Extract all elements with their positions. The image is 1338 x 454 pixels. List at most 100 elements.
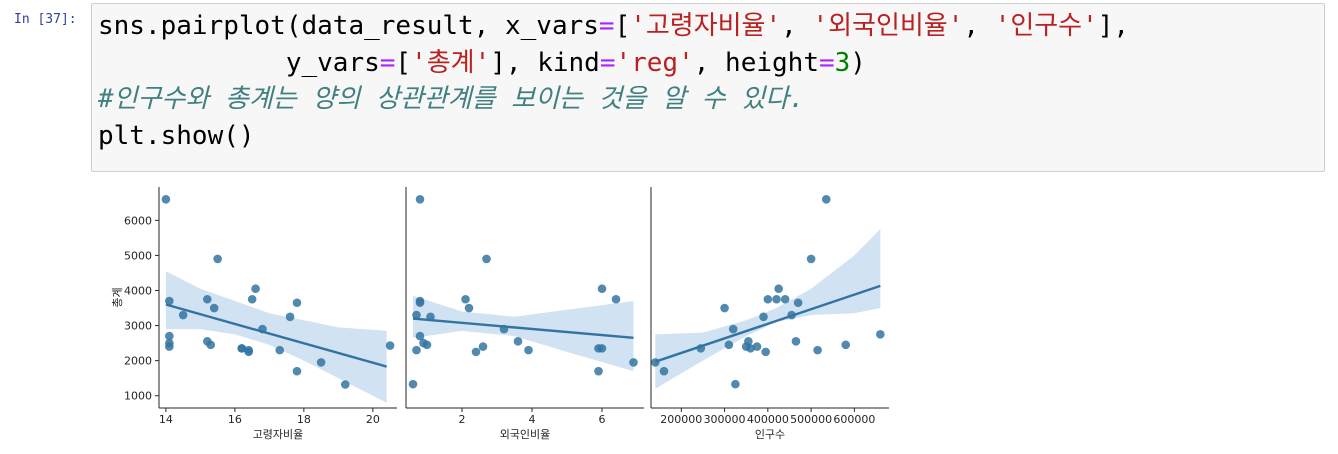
- code-token: #인구수와 총계는 양의 상관관계를 보이는 것을 알 수 있다.: [98, 84, 805, 114]
- code-token: 'reg': [615, 47, 694, 78]
- x-axis-label: 인구수: [755, 428, 785, 441]
- data-point: [340, 380, 350, 389]
- code-token: y_vars: [98, 47, 380, 78]
- data-point: [821, 194, 831, 204]
- x-tick-label: 500000: [790, 413, 832, 426]
- x-tick-label: 2: [459, 413, 466, 426]
- data-point: [720, 303, 729, 313]
- data-point: [178, 310, 188, 320]
- data-point: [841, 340, 851, 350]
- y-tick-label: 5000: [124, 249, 152, 262]
- data-point: [213, 254, 222, 264]
- data-point: [244, 347, 253, 357]
- regression-line: [165, 303, 387, 368]
- x-tick-label: 400000: [747, 413, 789, 426]
- data-point: [202, 294, 212, 304]
- data-point: [629, 358, 638, 367]
- data-point: [597, 284, 607, 294]
- y-axis-label: 총계: [111, 287, 124, 307]
- code-cell-input[interactable]: sns.pairplot(data_result, x_vars=['고령자비율…: [91, 3, 1325, 172]
- data-point: [285, 312, 295, 322]
- data-point: [763, 294, 773, 304]
- code-token: '고령자비율': [630, 11, 782, 41]
- code-line: #인구수와 총계는 양의 상관관계를 보이는 것을 알 수 있다.: [98, 84, 805, 114]
- data-point: [478, 342, 488, 351]
- data-point: [247, 294, 257, 304]
- data-point: [791, 337, 801, 346]
- x-tick-label: 600000: [833, 413, 875, 426]
- code-token: =: [818, 47, 835, 78]
- cell-prompt: In [37]:: [14, 12, 77, 27]
- data-point: [744, 337, 753, 346]
- data-point: [761, 347, 770, 357]
- data-point: [292, 366, 302, 376]
- data-point: [724, 340, 734, 350]
- data-point: [813, 345, 822, 355]
- x-tick-label: 4: [529, 413, 536, 426]
- x-tick-label: 16: [228, 413, 242, 426]
- pairplot-figure: 14 16 18 20 고령자비율 1000 2000 3000 4000 5000 6000 총계 2…: [111, 187, 889, 441]
- code-token: sns.pairplot(data_result, x_vars: [98, 11, 599, 41]
- data-point: [876, 330, 885, 339]
- data-point: [772, 294, 781, 304]
- code-token: '총계': [411, 47, 491, 78]
- code-token: plt.show(): [98, 120, 255, 151]
- data-point: [165, 331, 174, 341]
- x-axis-label: 고령자비율: [253, 428, 304, 441]
- x-tick-label: 20: [366, 413, 380, 426]
- data-point: [464, 303, 474, 313]
- data-point: [316, 358, 326, 367]
- code-token: =: [379, 47, 396, 78]
- code-token: '인구수': [994, 11, 1098, 41]
- data-point: [292, 298, 302, 308]
- y-tick-label: 3000: [124, 320, 152, 333]
- data-point: [659, 366, 669, 376]
- y-tick-label: 2000: [124, 355, 152, 368]
- code-line: y_vars=['총계'], kind='reg', height=3): [98, 48, 866, 78]
- confidence-band: [413, 295, 634, 372]
- data-point: [759, 312, 768, 322]
- x-axis-label: 외국인비율: [500, 428, 551, 441]
- code-token: 3: [834, 47, 851, 78]
- code-editor[interactable]: sns.pairplot(data_result, x_vars=['고령자비율…: [98, 8, 1129, 154]
- code-token: , height: [693, 47, 819, 78]
- data-point: [774, 284, 783, 294]
- y-tick-label: 4000: [124, 284, 152, 297]
- data-point: [237, 344, 247, 353]
- x-tick-label: 18: [297, 413, 311, 426]
- code-line: sns.pairplot(data_result, x_vars=['고령자비율…: [98, 11, 1129, 41]
- data-point: [408, 379, 418, 389]
- code-token: [: [395, 47, 412, 78]
- data-point: [806, 254, 816, 264]
- code-token: '외국인비율': [812, 11, 964, 41]
- cell-output: 14 16 18 20 고령자비율 1000 2000 3000 4000 5000 6000 총계 2…: [91, 180, 901, 454]
- code-token: =: [598, 11, 615, 41]
- data-point: [746, 344, 755, 353]
- data-point: [524, 345, 533, 355]
- data-point: [412, 310, 421, 320]
- code-token: ,: [963, 11, 995, 41]
- data-point: [251, 284, 260, 294]
- confidence-band: [165, 271, 387, 403]
- code-token: ], kind: [490, 47, 600, 78]
- code-token: ],: [1097, 11, 1130, 41]
- code-token: ,: [781, 11, 813, 41]
- x-tick-label: 300000: [704, 413, 746, 426]
- y-tick-label: 6000: [124, 214, 152, 227]
- data-point: [513, 337, 523, 346]
- code-token: [: [614, 11, 631, 41]
- regression-line: [654, 284, 881, 363]
- code-token: =: [599, 47, 616, 78]
- data-point: [597, 344, 607, 353]
- data-point: [415, 298, 425, 308]
- code-token: ): [850, 47, 866, 78]
- data-point: [780, 294, 790, 304]
- data-point: [206, 340, 216, 350]
- confidence-band: [655, 229, 881, 389]
- data-point: [161, 194, 171, 204]
- data-point: [165, 342, 174, 351]
- data-point: [728, 324, 738, 334]
- data-point: [471, 347, 481, 357]
- data-point: [275, 345, 285, 355]
- data-point: [165, 296, 174, 306]
